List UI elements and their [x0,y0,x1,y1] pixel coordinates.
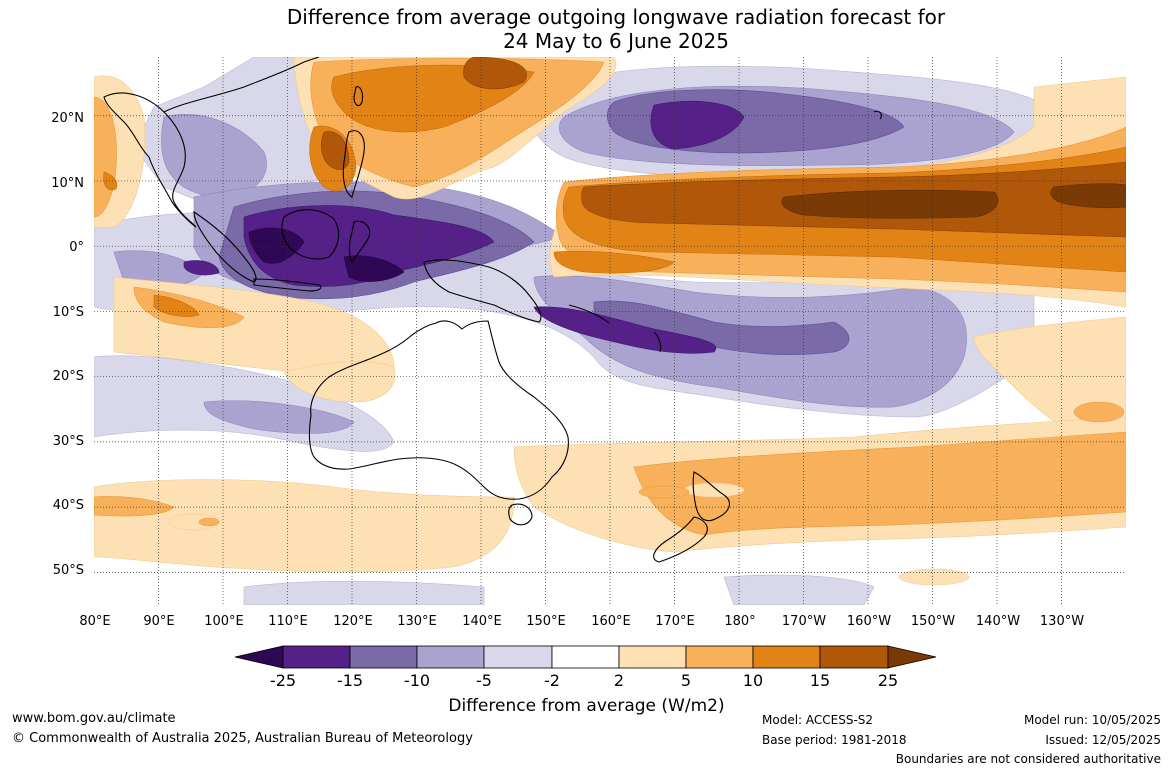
lon-label-170w: 170°W [781,614,827,629]
lat-label-10n: 10°N [51,176,84,191]
borneo-outline [281,209,340,260]
colorbar-tick-minus-5: -5 [476,671,492,690]
lon-label-170e: 170°E [655,614,695,629]
colorbar-swatch-5-10 [685,645,754,669]
lat-label-50s: 50°S [52,563,84,578]
coastlines [103,57,882,563]
colorbar-swatch-15-25 [819,645,889,669]
model-name: Model: ACCESS-S2 [762,713,874,727]
lat-label-40s: 40°S [52,498,84,513]
lon-label-120e: 120°E [333,614,373,629]
nz-south-island [653,516,708,563]
tasmania-outline [508,503,533,526]
colorbar-swatch-lt-25 [234,645,284,669]
lon-label-130w: 130°W [1039,614,1085,629]
map-plot-area [94,57,1126,605]
lat-label-20n: 20°N [51,111,84,126]
lon-label-160w: 160°W [846,614,892,629]
lat-label-0: 0° [69,240,84,255]
philippines-outline [342,130,365,198]
nz-north-island [692,471,730,522]
anomaly-map [94,57,1126,605]
colorbar-tick-25: 25 [877,671,899,690]
website-link[interactable]: www.bom.gov.au/climate [12,711,176,726]
lon-label-100e: 100°E [204,614,244,629]
new-guinea-outline [423,259,542,323]
australia-outline [308,320,569,500]
issued-date: Issued: 12/05/2025 [1045,733,1161,747]
lat-label-30s: 30°S [52,434,84,449]
colorbar-swatch-15-10 [349,645,418,669]
lon-label-150e: 150°E [526,614,566,629]
model-run-date: Model run: 10/05/2025 [1023,713,1161,727]
colorbar-tick-minus-2: -2 [544,671,560,690]
lon-label-130e: 130°E [397,614,437,629]
colorbar-title: Difference from average (W/m2) [448,696,725,716]
colorbar-swatch-gt-25 [887,645,937,669]
sulawesi-outline [348,220,371,264]
taiwan-outline [353,86,364,107]
lon-label-180: 180° [724,614,756,629]
colorbar [234,645,937,669]
boundary-disclaimer: Boundaries are not considered authoritat… [895,752,1161,766]
graticule [94,57,1126,605]
colorbar-tick-minus-15: -15 [336,671,364,690]
lon-label-110e: 110°E [268,614,308,629]
colorbar-swatch-5-2 [483,645,553,669]
lon-label-160e: 160°E [591,614,631,629]
colorbar-swatch-2-5 [618,645,687,669]
lat-label-20s: 20°S [52,369,84,384]
colorbar-tick-15: 15 [809,671,831,690]
chart-title-line-1: Difference from average outgoing longwav… [286,5,946,29]
colorbar-tick-minus-10: -10 [403,671,431,690]
colorbar-tick-2: 2 [613,671,625,690]
colorbar-swatch-10-15 [752,645,821,669]
base-period: Base period: 1981-2018 [762,733,907,747]
colorbar-swatch-10-5 [416,645,485,669]
chart-title-line-2: 24 May to 6 June 2025 [503,29,729,53]
lon-label-150w: 150°W [910,614,956,629]
asia-mainland-outline [103,57,320,228]
colorbar-tick-minus-25: -25 [269,671,297,690]
anomaly-shading [94,57,1126,605]
colorbar-swatch-25-15 [282,645,351,669]
copyright-text: © Commonwealth of Australia 2025, Austra… [12,731,473,746]
colorbar-tick-10: 10 [742,671,764,690]
lon-label-80e: 80°E [79,614,111,629]
lon-label-140e: 140°E [462,614,502,629]
colorbar-swatch-neutral [551,645,620,669]
lon-label-90e: 90°E [143,614,175,629]
java-outline [253,278,322,292]
lon-label-140w: 140°W [975,614,1021,629]
lat-label-10s: 10°S [52,305,84,320]
colorbar-tick-5: 5 [680,671,692,690]
